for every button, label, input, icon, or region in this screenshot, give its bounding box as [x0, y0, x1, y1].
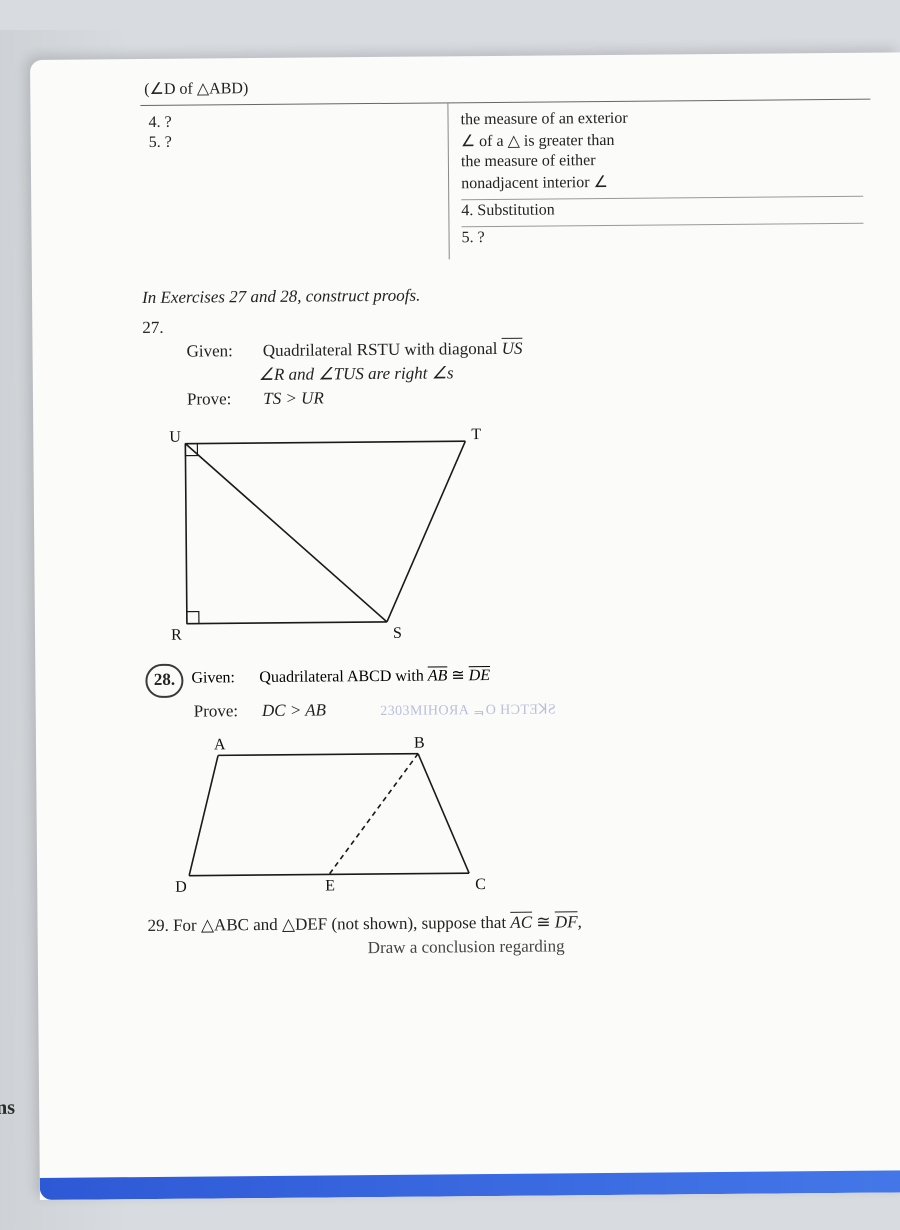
ex27-svg: U T R S	[165, 421, 507, 649]
ex27-prove-label: Prove:	[187, 389, 259, 410]
exercises-intro: In Exercises 27 and 28, construct proofs…	[142, 282, 872, 308]
ex27-prove-text: TS > UR	[263, 388, 324, 408]
ex28-number-circled: 28.	[145, 664, 183, 698]
exercise-29: 29. For △ABC and △DEF (not shown), suppo…	[147, 910, 877, 960]
svg-text:B: B	[414, 735, 425, 752]
exercise-28: 28. Given: Quadrilateral ABCD with AB ≅ …	[145, 658, 877, 906]
svg-text:D: D	[175, 879, 187, 896]
statements-column: 4. ? 5. ?	[140, 103, 449, 262]
ex29-text-b: Draw a conclusion regarding	[368, 936, 565, 957]
ex28-diagram: A B D E C	[168, 730, 877, 906]
ex29-text: For △ABC and △DEF (not shown), suppose t…	[173, 912, 582, 935]
reasons-column: the measure of an exterior ∠ of a △ is g…	[448, 100, 871, 260]
stmt-4: 4. ?	[148, 111, 439, 132]
ex27-given-label: Given:	[186, 341, 258, 362]
ex29-number: 29.	[147, 916, 168, 935]
reason-4: 4. Substitution	[461, 199, 863, 221]
svg-text:E: E	[325, 877, 335, 894]
reasons-heading: Reasons	[0, 1097, 15, 1121]
ex28-prove-label: Prove:	[194, 701, 258, 722]
ex28-given-label: Given:	[191, 669, 255, 688]
textbook-page: (∠D of △ABD) 4. ? 5. ? the measure of an…	[30, 52, 900, 1200]
ex27-given-line2: ∠R and ∠TUS are right ∠s	[259, 363, 454, 384]
svg-text:U: U	[169, 429, 181, 446]
angle-d-note: (∠D of △ABD)	[144, 73, 870, 99]
svg-text:A: A	[214, 736, 226, 753]
ex27-given-line1: Quadrilateral RSTU with diagonal US	[263, 339, 523, 360]
ex27-number: 27.	[142, 318, 163, 337]
svg-text:C: C	[475, 876, 486, 893]
ex28-prove-text: DC > AB	[262, 700, 326, 720]
reason-ext-2: the measure of either	[461, 150, 863, 172]
reason-ext-1: ∠ of a △ is greater than	[461, 128, 863, 152]
reason-ext-3: nonadjacent interior ∠	[461, 170, 863, 194]
svg-text:R: R	[171, 627, 182, 644]
svg-text:T: T	[471, 426, 481, 443]
reason-ext-0: the measure of an exterior	[461, 108, 863, 130]
ex27-diagram: U T R S	[165, 418, 875, 654]
reason-5: 5. ?	[462, 226, 864, 248]
svg-text:S: S	[393, 625, 402, 642]
ex28-given-text: Quadrilateral ABCD with AB ≅ DE	[259, 667, 490, 686]
stmt-5: 5. ?	[149, 131, 440, 152]
two-column-proof-table: 4. ? 5. ? the measure of an exterior ∠ o…	[140, 99, 871, 262]
ex28-svg: A B D E C	[168, 733, 529, 901]
ex28-hint: 2303MIHOЯA ᆿO HƆTƎꓘƧ	[380, 702, 556, 719]
exercise-27: 27. Given: Quadrilateral RSTU with diago…	[142, 312, 875, 654]
